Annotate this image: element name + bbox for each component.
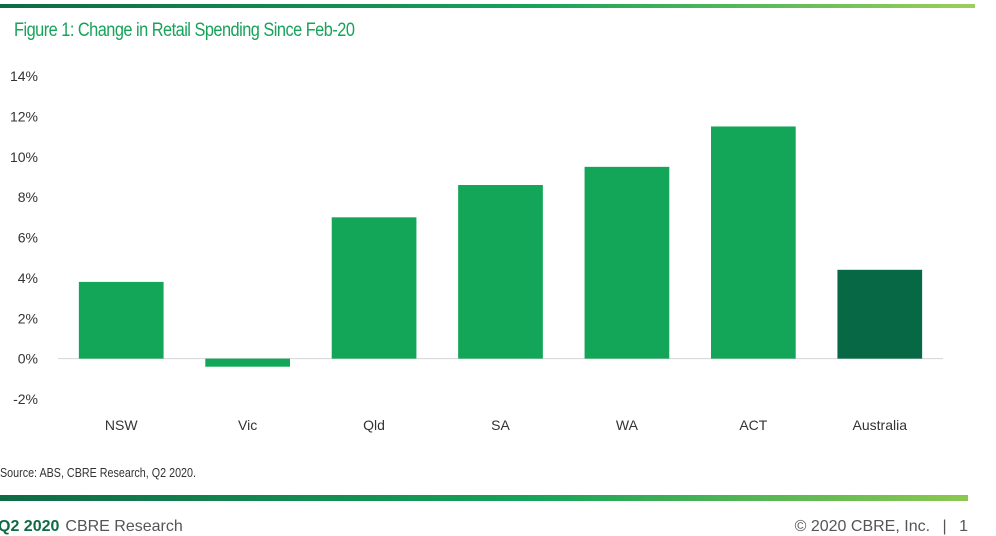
x-tick-label-australia: Australia: [853, 417, 908, 433]
y-axis: 14% 12% 10% 8% 6% 4% 2% 0% -2%: [10, 68, 38, 407]
x-tick-label-vic: Vic: [238, 417, 257, 433]
bars: [78, 126, 923, 367]
x-axis: NSW Vic Qld SA WA ACT Australia: [105, 417, 907, 433]
y-tick-label: -2%: [13, 391, 38, 407]
y-tick-label: 4%: [18, 270, 38, 286]
footer-page: 1: [959, 518, 968, 535]
x-tick-label-wa: WA: [616, 417, 639, 433]
bar-sa: [458, 185, 543, 359]
y-tick-label: 6%: [18, 230, 38, 246]
footer-period: Q2 2020: [0, 518, 60, 535]
footer-org: CBRE Research: [65, 518, 183, 535]
footer-left: Q2 2020 CBRE Research: [0, 518, 183, 536]
top-rule: [0, 4, 975, 8]
y-tick-label: 2%: [18, 310, 38, 326]
x-tick-label-qld: Qld: [363, 417, 385, 433]
y-tick-label: 14%: [10, 68, 38, 84]
bar-chart: 14% 12% 10% 8% 6% 4% 2% 0% -2% NSW Vic Qld SA WA ACT A…: [10, 68, 943, 433]
source-note: Source: ABS, CBRE Research, Q2 2020.: [0, 466, 196, 480]
bar-vic: [205, 358, 290, 367]
x-tick-label-nsw: NSW: [105, 417, 138, 433]
y-tick-label: 8%: [18, 189, 38, 205]
y-tick-label: 10%: [10, 149, 38, 165]
x-tick-label-sa: SA: [491, 417, 510, 433]
footer-right: © 2020 CBRE, Inc. | 1: [795, 518, 968, 536]
bar-qld: [331, 217, 417, 359]
bar-nsw: [78, 281, 164, 359]
bar-australia: [837, 269, 923, 359]
footer-separator: |: [942, 518, 947, 535]
y-tick-label: 12%: [10, 108, 38, 124]
bar-wa: [584, 166, 670, 359]
chart-title: Figure 1: Change in Retail Spending Sinc…: [14, 20, 355, 41]
bar-act: [711, 126, 796, 359]
y-tick-label: 0%: [18, 351, 38, 367]
x-tick-label-act: ACT: [739, 417, 767, 433]
bottom-rule: [0, 495, 968, 501]
footer-copyright: © 2020 CBRE, Inc.: [794, 518, 931, 535]
